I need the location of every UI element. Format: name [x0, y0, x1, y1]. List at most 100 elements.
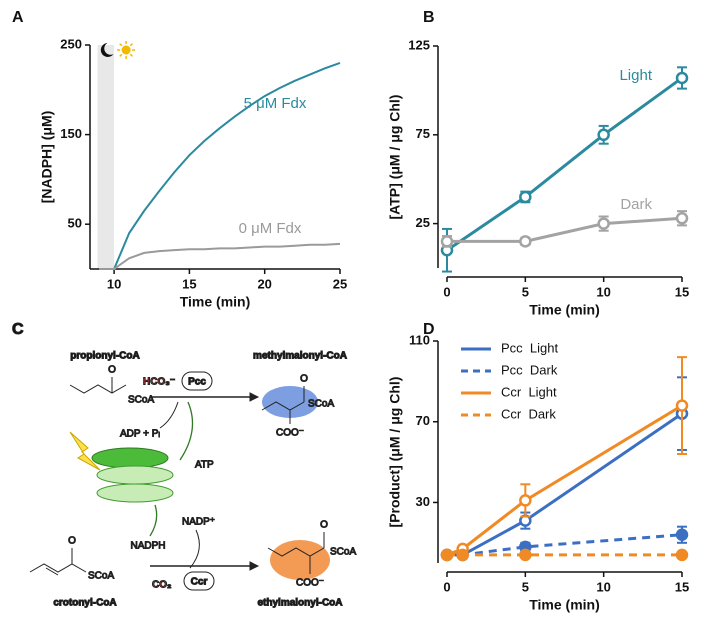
sun-icon — [121, 45, 131, 55]
x-axis-label: Time (min) — [180, 294, 251, 310]
compound-name: crotonyl-CoA — [53, 598, 116, 609]
data-point — [675, 548, 689, 562]
legend-label: Pcc Dark — [501, 362, 558, 377]
data-point — [519, 235, 532, 248]
panel-label: A — [12, 9, 24, 26]
atom: O — [320, 520, 328, 531]
y-tick-label: 250 — [60, 36, 82, 51]
x-axis-label: Time (min) — [529, 597, 600, 613]
series-line — [446, 76, 683, 252]
y-tick-label: 25 — [416, 215, 430, 230]
x-tick-label: 5 — [522, 284, 529, 299]
x-tick-label: 0 — [443, 284, 450, 299]
data-point — [675, 71, 689, 85]
cofactor: ATP — [195, 460, 214, 471]
x-tick-label: 5 — [522, 579, 529, 594]
y-tick-label: 110 — [409, 332, 430, 347]
data-point — [519, 548, 532, 562]
data-point — [440, 235, 454, 248]
sun-ray — [119, 53, 123, 57]
series-line — [99, 61, 341, 270]
enzyme-box — [183, 571, 215, 591]
series-label: 0 μM Fdx — [239, 220, 302, 237]
y-tick-label: 125 — [408, 37, 430, 52]
data-point — [675, 399, 689, 412]
arrow — [149, 504, 158, 537]
cosubstrate: CO₂ — [152, 580, 171, 591]
y-tick-label: 75 — [416, 126, 430, 141]
x-tick-label: 20 — [257, 276, 271, 291]
x-tick-label: 0 — [443, 579, 450, 594]
bond — [267, 547, 325, 557]
series-line — [447, 216, 683, 243]
x-tick-label: 10 — [107, 276, 121, 291]
cofactor: ADP + Pᵢ — [120, 429, 160, 440]
y-tick-label: 50 — [68, 216, 82, 231]
group: SCoA — [128, 395, 154, 406]
x-tick-label: 25 — [333, 276, 347, 291]
compound-name: methylmalonyl-CoA — [253, 351, 347, 362]
y-axis-label: [NADPH] (μM) — [39, 111, 55, 204]
arrowhead — [249, 561, 260, 571]
bond — [261, 401, 305, 411]
sun-ray — [119, 43, 123, 47]
y-axis-label: [ATP] (μM / μg Chl) — [387, 95, 403, 220]
y-axis-label: [Product] (μM / μg Chl) — [387, 377, 403, 528]
data-point — [440, 548, 454, 562]
data-point — [519, 190, 532, 204]
highlight — [270, 540, 330, 580]
data-point — [597, 128, 610, 142]
bond — [45, 567, 59, 576]
thylakoid — [96, 465, 174, 485]
panel-label: B — [423, 9, 435, 26]
x-tick-label: 15 — [675, 579, 689, 594]
x-axis-label: Time (min) — [529, 302, 600, 318]
data-point — [456, 548, 469, 562]
bond — [69, 384, 127, 394]
group: COO⁻ — [276, 428, 304, 439]
enzyme-box — [181, 371, 213, 391]
compound-name: ethylmalonyl-CoA — [257, 598, 342, 609]
diagram-c: C propionyl-CoA methylmalonyl-CoA croton… — [12, 321, 357, 609]
x-tick-label: 10 — [596, 284, 610, 299]
cosubstrate: HCO₃⁻ — [143, 377, 175, 388]
thylakoid — [91, 447, 169, 469]
shaded-region — [97, 45, 115, 269]
atom: O — [68, 536, 76, 547]
group: SCoA — [308, 399, 334, 410]
data-point — [597, 217, 610, 230]
group: SCoA — [88, 571, 114, 582]
enzyme: Ccr — [191, 577, 208, 588]
data-point — [519, 494, 532, 507]
series-label: Dark — [620, 196, 652, 213]
arrowhead — [249, 392, 260, 402]
panel-label: C — [12, 321, 24, 338]
cofactor: NADPH — [130, 541, 165, 552]
atom: O — [300, 374, 308, 385]
compound-name: propionyl-CoA — [70, 351, 139, 362]
bond — [29, 563, 87, 573]
y-tick-label: 150 — [60, 126, 82, 141]
legend-label: Ccr Dark — [501, 406, 556, 421]
data-point — [675, 212, 689, 225]
panel-label: D — [423, 321, 435, 338]
legend-label: Pcc Light — [501, 340, 558, 355]
arrow — [189, 529, 200, 569]
y-tick-label: 30 — [416, 494, 430, 509]
arrow — [179, 401, 194, 461]
x-tick-label: 15 — [675, 284, 689, 299]
y-tick-label: 70 — [416, 413, 430, 428]
data-point — [675, 528, 689, 541]
lightning — [69, 431, 101, 471]
enzyme: Pcc — [188, 377, 206, 388]
series-line — [99, 242, 341, 270]
group: COO⁻ — [296, 578, 324, 589]
thylakoid — [96, 483, 174, 503]
arrow — [159, 401, 179, 429]
legend-label: Ccr Light — [501, 384, 557, 399]
atom: O — [108, 365, 116, 376]
group: SCoA — [330, 547, 356, 558]
series-label: 5 μM Fdx — [244, 95, 307, 112]
series-label: Light — [619, 67, 652, 84]
